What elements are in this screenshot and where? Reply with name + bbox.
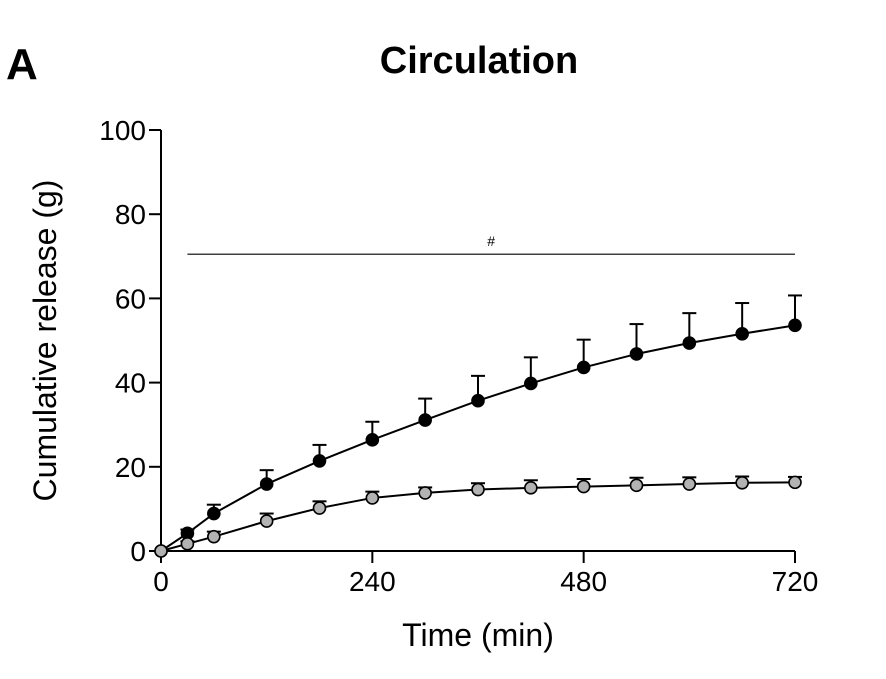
y-axis-label: Cumulative release (g) (27, 180, 63, 502)
y-tick-label: 80 (115, 199, 146, 230)
data-point (682, 336, 697, 350)
x-axis-label: Time (min) (402, 617, 554, 653)
data-point (524, 376, 538, 391)
data-point (788, 318, 802, 333)
data-point (418, 486, 432, 500)
series-line (160, 324, 796, 552)
data-point (418, 413, 432, 427)
x-tick-label: 240 (349, 566, 396, 597)
series-line (160, 481, 796, 552)
data-point (365, 491, 380, 505)
data-point (365, 433, 380, 447)
x-tick-label: 0 (153, 566, 169, 597)
data-point (259, 514, 274, 528)
y-tick-label: 0 (130, 536, 146, 567)
series-grey (154, 475, 802, 558)
panel-label: A (6, 40, 38, 89)
data-point (312, 454, 327, 468)
data-point (207, 506, 221, 521)
data-point (312, 501, 327, 515)
data-point (629, 347, 644, 361)
data-point (629, 478, 644, 493)
y-tick-label: 20 (115, 452, 146, 483)
y-tick-label: 60 (115, 283, 146, 314)
data-point (471, 393, 485, 408)
data-point (471, 482, 485, 497)
data-point (207, 529, 221, 544)
y-tick-label: 40 (115, 368, 146, 399)
series-black (154, 294, 802, 558)
data-point (576, 360, 591, 375)
data-point (788, 475, 802, 490)
data-point (524, 481, 538, 495)
x-tick-label: 720 (772, 566, 819, 597)
data-point (735, 475, 749, 490)
significance-marker: # (487, 233, 495, 249)
data-point (180, 537, 195, 551)
data-point (259, 477, 274, 491)
x-tick-label: 480 (560, 566, 607, 597)
data-point (576, 479, 591, 494)
data-point (154, 544, 168, 558)
chart-title: Circulation (379, 40, 579, 82)
data-point (735, 326, 749, 341)
data-point (682, 477, 697, 491)
y-tick-label: 100 (99, 115, 146, 146)
